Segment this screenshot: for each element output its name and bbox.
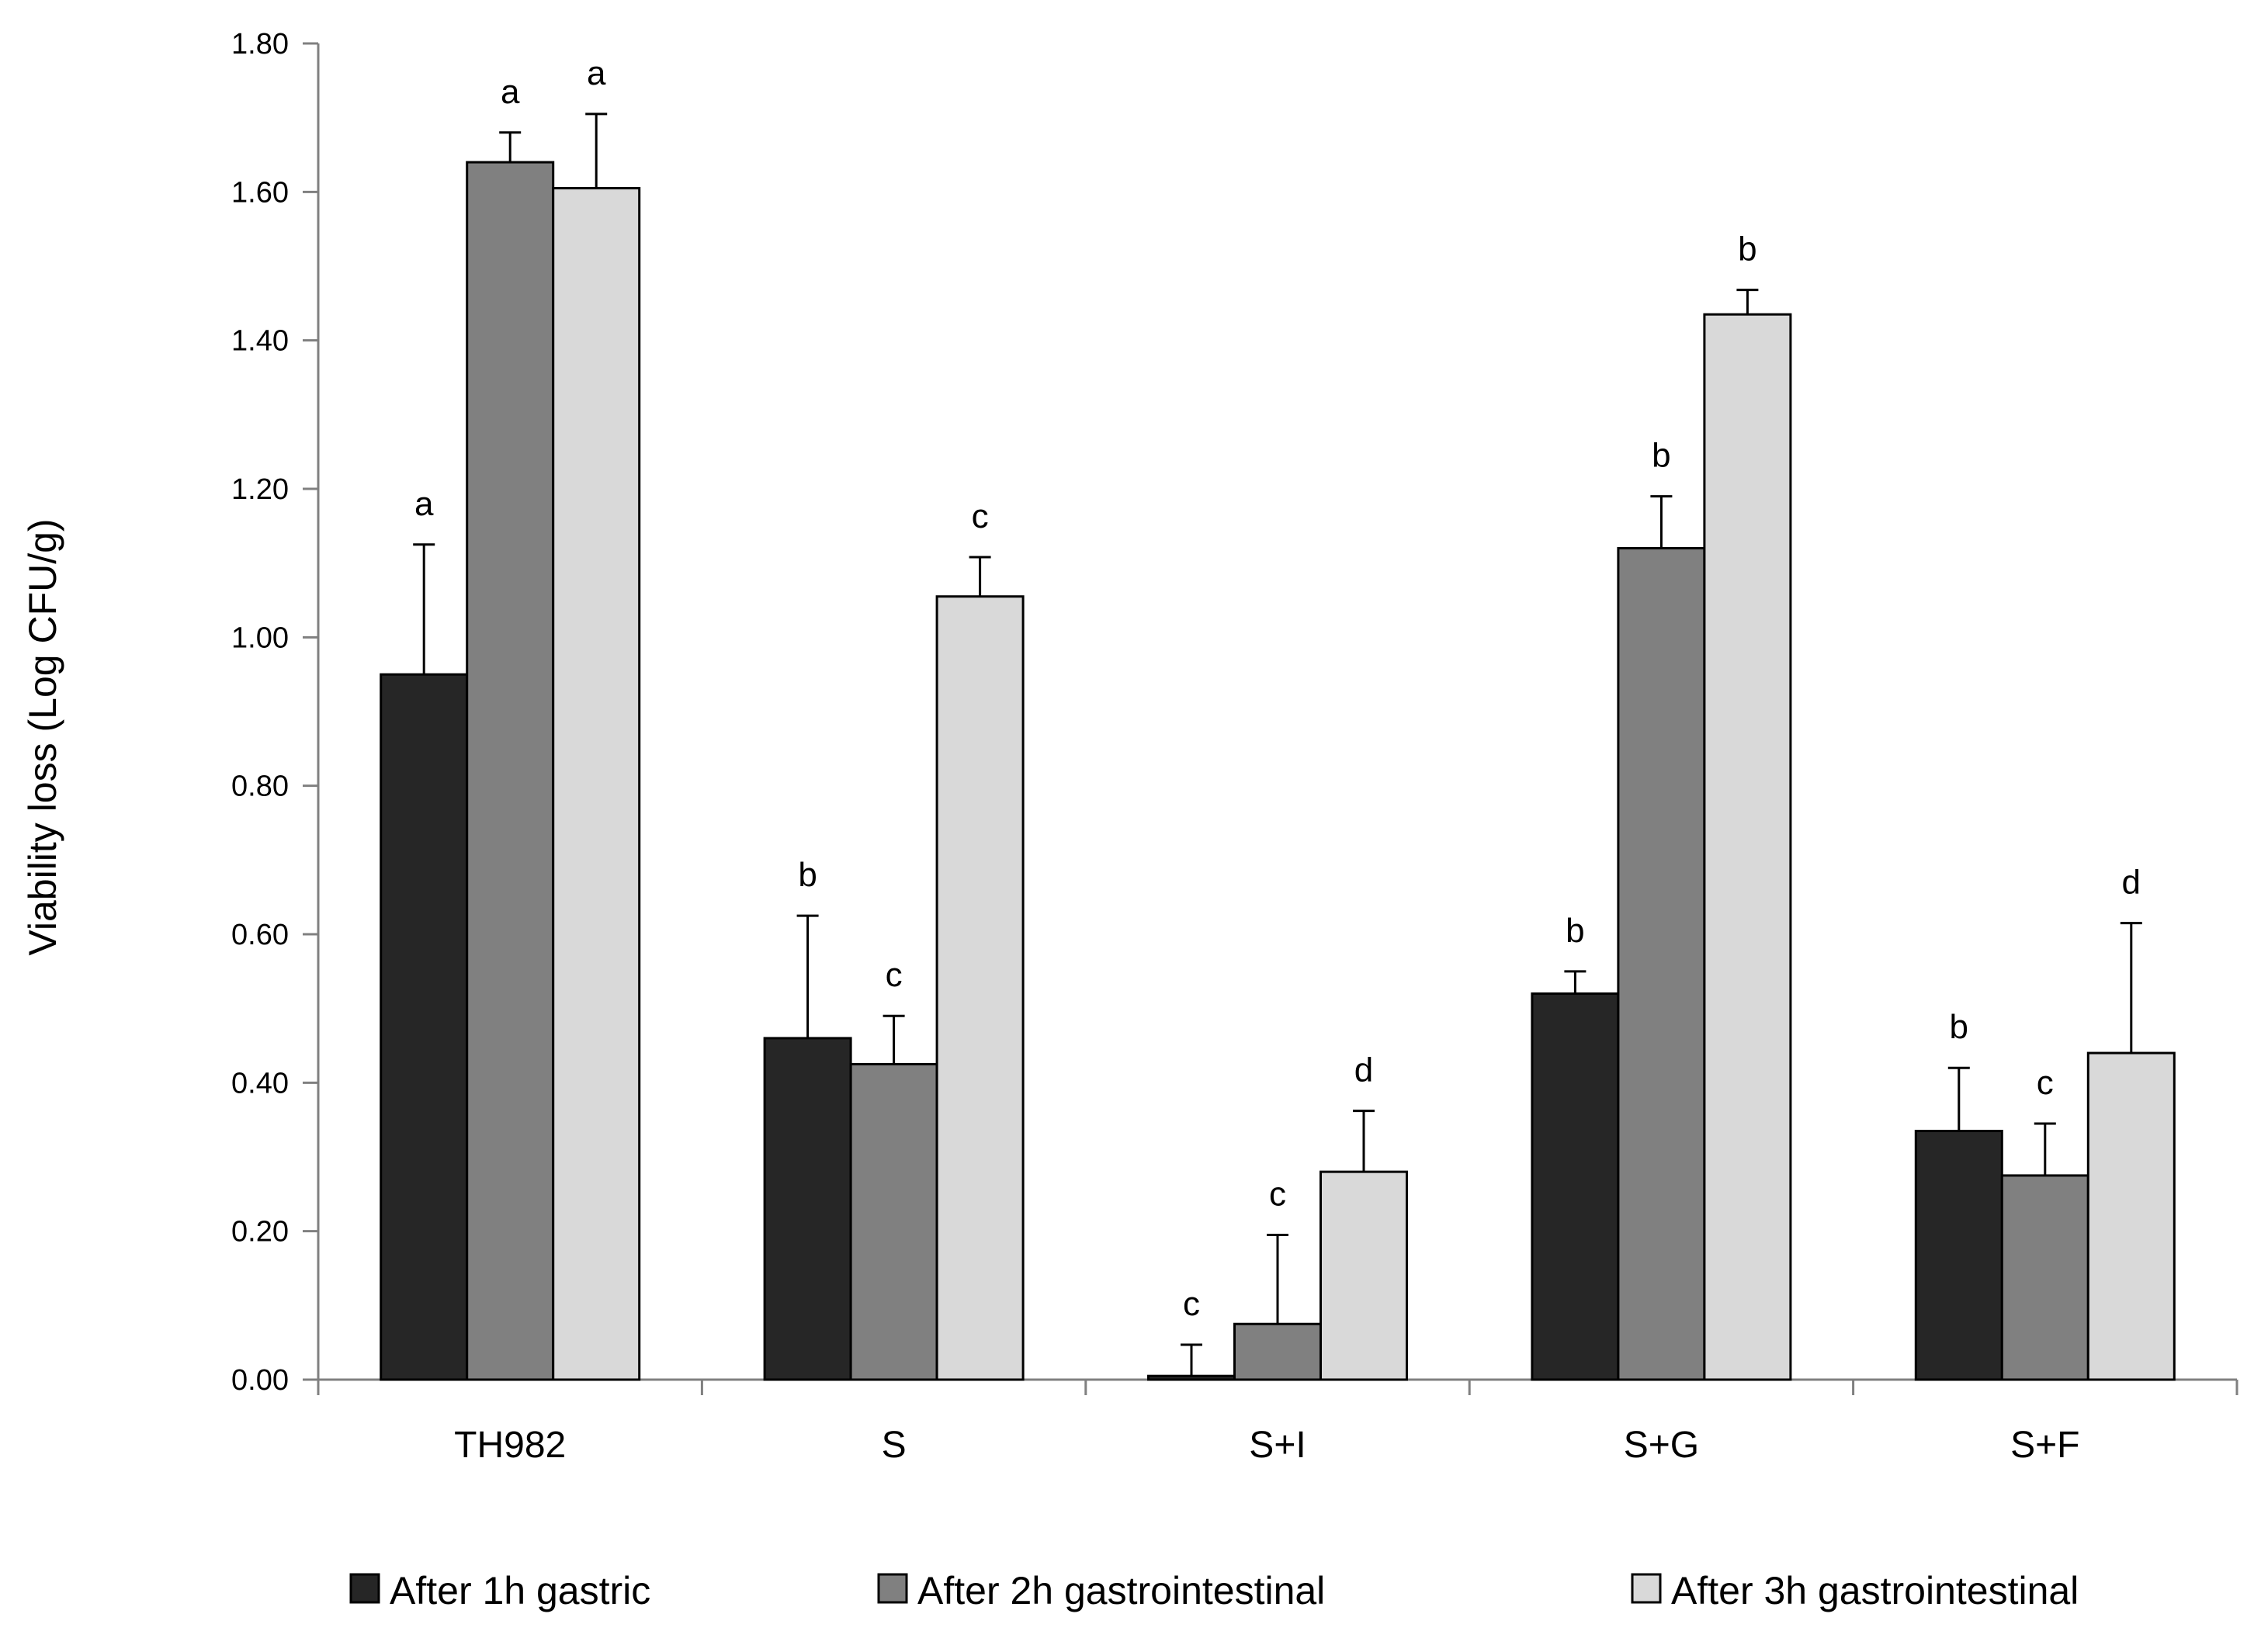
- bar: [935, 595, 1025, 1381]
- y-tick-label: 1.80: [231, 28, 289, 61]
- significance-label: c: [1269, 1175, 1286, 1213]
- significance-label: b: [1652, 437, 1670, 475]
- legend-swatch: [877, 1573, 908, 1604]
- y-tick-label: 1.40: [231, 325, 289, 358]
- legend-label: After 2h gastrointestinal: [917, 1569, 1325, 1612]
- bar: [2086, 1051, 2176, 1381]
- significance-label: b: [1950, 1008, 1968, 1046]
- bar: [552, 187, 641, 1381]
- x-tick-label: S: [882, 1425, 907, 1466]
- y-tick-label: 0.20: [231, 1216, 289, 1249]
- x-tick-label: TH982: [454, 1425, 566, 1466]
- x-tick-label: S+F: [2010, 1425, 2079, 1466]
- y-tick-label: 0.40: [231, 1067, 289, 1100]
- significance-label: b: [1738, 230, 1756, 268]
- significance-label: c: [2037, 1064, 2054, 1102]
- significance-label: c: [972, 497, 989, 535]
- y-axis-title: Viability loss (Log CFU/g): [21, 518, 64, 955]
- y-tick-label: 0.60: [231, 919, 289, 951]
- bar: [1617, 547, 1706, 1381]
- significance-label: d: [1354, 1051, 1373, 1089]
- y-tick-label: 0.80: [231, 771, 289, 803]
- legend-label: After 3h gastrointestinal: [1671, 1569, 2079, 1612]
- y-tick-label: 1.20: [231, 473, 289, 506]
- bar: [1914, 1130, 2003, 1381]
- bar: [763, 1037, 852, 1381]
- bar: [2000, 1174, 2089, 1381]
- significance-label: a: [414, 485, 434, 523]
- bar: [466, 161, 555, 1381]
- bar: [1531, 992, 1620, 1381]
- bar: [849, 1062, 938, 1381]
- bar: [380, 673, 469, 1381]
- y-tick-label: 0.00: [231, 1364, 289, 1397]
- x-tick-label: S+I: [1249, 1425, 1306, 1466]
- significance-label: c: [1183, 1285, 1200, 1323]
- significance-label: b: [1566, 912, 1584, 950]
- legend-label: After 1h gastric: [390, 1569, 650, 1612]
- bar: [1233, 1322, 1322, 1381]
- significance-label: a: [587, 54, 606, 92]
- x-tick-label: S+G: [1624, 1425, 1699, 1466]
- bar: [1703, 313, 1792, 1381]
- legend-swatch: [1631, 1573, 1662, 1604]
- legend-swatch: [349, 1573, 380, 1604]
- labels-group: TH982 a a a Sb c c S+I c c d S+G b b b S+F b c d: [414, 54, 2141, 1466]
- significance-label: c: [886, 956, 903, 994]
- y-tick-label: 1.60: [231, 176, 289, 209]
- bar: [1319, 1170, 1408, 1381]
- legend: After 1h gastric After 2h gastrointestina…: [349, 1569, 2079, 1612]
- significance-label: a: [501, 73, 520, 111]
- y-tick-label: 1.00: [231, 622, 289, 654]
- bar: [1147, 1374, 1236, 1381]
- significance-label: b: [798, 856, 817, 894]
- significance-label: d: [2122, 864, 2141, 902]
- bars-group: [380, 113, 2176, 1381]
